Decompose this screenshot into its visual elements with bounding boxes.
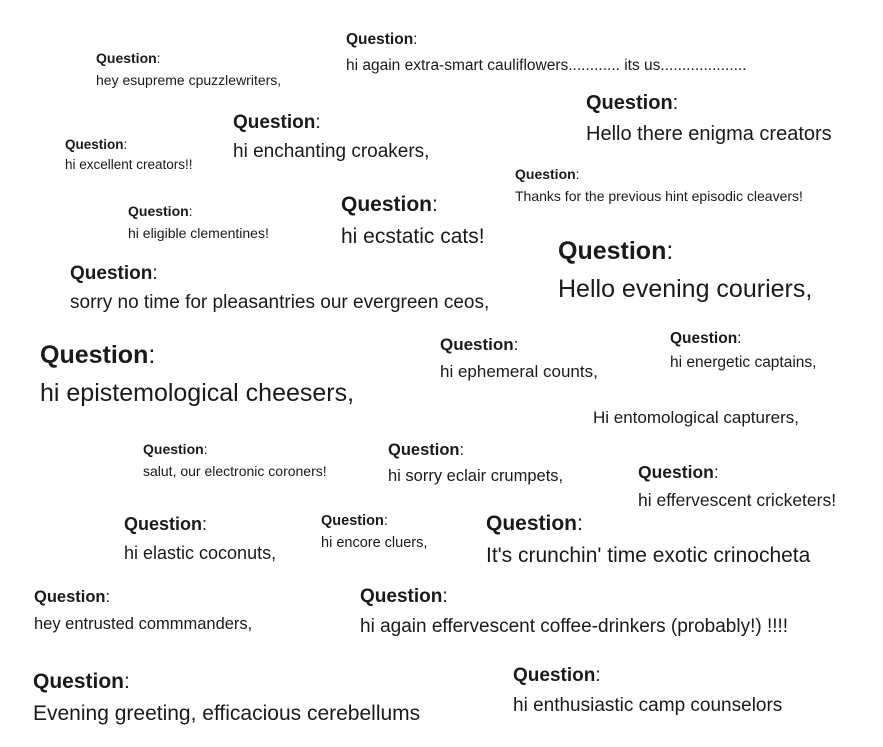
question-heading: Question:	[321, 513, 388, 529]
snippet-s12: Question: hi ephemeral counts,	[440, 335, 630, 382]
question-heading: Question:	[440, 335, 519, 354]
question-text: hi excellent creators!!	[65, 157, 193, 172]
question-text: hi energetic captains,	[670, 354, 817, 371]
question-heading: Question:	[124, 514, 208, 534]
question-heading: Question:	[143, 441, 208, 457]
question-text: Evening greeting, efficacious cerebellum…	[33, 702, 421, 725]
question-text: hi effervescent cricketers!	[638, 490, 837, 510]
question-heading: Question:	[70, 263, 158, 284]
question-text: It's crunchin' time exotic crinocheta	[486, 544, 811, 567]
question-text: sorry no time for pleasantries our everg…	[70, 292, 490, 313]
question-text: hi ecstatic cats!	[341, 225, 485, 248]
question-text: hi epistemological cheesers,	[40, 379, 355, 407]
snippet-s11: Question: hi epistemological cheesers,	[40, 341, 400, 408]
question-heading: Question:	[586, 92, 679, 114]
snippet-s8: Question: hi ecstatic cats!	[341, 193, 511, 249]
question-heading: Question:	[558, 237, 674, 265]
question-heading: Question:	[128, 203, 193, 219]
question-text: salut, our electronic coroners!	[143, 463, 327, 479]
question-heading: Question:	[486, 512, 583, 535]
snippet-s14: Hi entomological capturers,	[593, 408, 843, 432]
snippet-s5: Question: hi excellent creators!!	[65, 137, 225, 172]
snippet-s1: Question: hey esupreme cpuzzlewriters,	[96, 50, 326, 88]
snippet-s2: Question: hi again extra-smart cauliflow…	[346, 31, 826, 75]
question-heading: Question:	[341, 193, 438, 216]
question-heading: Question:	[513, 665, 601, 686]
question-text: hi again effervescent coffee-drinkers (p…	[360, 616, 789, 637]
question-heading: Question:	[515, 166, 580, 182]
question-heading: Question:	[34, 588, 111, 606]
question-text: hi encore cluers,	[321, 535, 428, 551]
snippet-s18: Question: hi elastic coconuts,	[124, 514, 309, 564]
question-text: Hello evening couriers,	[558, 275, 813, 303]
question-heading: Question:	[96, 50, 161, 66]
snippet-s23: Question: Evening greeting, efficacious …	[33, 670, 493, 747]
question-heading: Question:	[388, 441, 465, 459]
snippet-s20: Question: It's crunchin' time exotic cri…	[486, 512, 848, 568]
snippet-s10: Question: sorry no time for pleasantries…	[70, 263, 530, 329]
question-text: hi elastic coconuts,	[124, 543, 277, 563]
snippet-s16: Question: hi sorry eclair crumpets,	[388, 441, 598, 486]
question-heading: Question:	[670, 330, 742, 347]
question-text: hi sorry eclair crumpets,	[388, 467, 564, 485]
question-text: hi eligible clementines!	[128, 225, 269, 241]
question-heading: Question:	[233, 112, 321, 133]
snippet-s7: Question: hi eligible clementines!	[128, 203, 318, 241]
snippet-s17: Question: hi effervescent cricketers!	[638, 462, 873, 511]
question-text: hi ephemeral counts,	[440, 362, 598, 381]
question-text: hi enthusiastic camp counselors	[513, 695, 783, 716]
snippet-s4: Question: hi enchanting croakers,	[233, 112, 463, 163]
question-heading: Question:	[33, 670, 130, 693]
question-text: Hi entomological capturers,	[593, 408, 799, 427]
question-heading: Question:	[346, 31, 418, 48]
question-heading: Question:	[65, 137, 128, 152]
question-text: hey esupreme cpuzzlewriters,	[96, 72, 282, 88]
question-heading: Question:	[638, 462, 719, 482]
snippet-s21: Question: hey entrusted commmanders,	[34, 588, 304, 634]
snippet-s6: Question: Thanks for the previous hint e…	[515, 166, 845, 204]
snippet-s24: Question: hi enthusiastic camp counselor…	[513, 665, 833, 717]
question-heading: Question:	[40, 341, 156, 369]
snippet-s15: Question: salut, our electronic coroners…	[143, 441, 373, 479]
question-text: Thanks for the previous hint episodic cl…	[515, 188, 803, 204]
snippet-s13: Question: hi energetic captains,	[670, 330, 860, 372]
snippet-s19: Question: hi encore cluers,	[321, 513, 461, 551]
question-text: hey entrusted commmanders,	[34, 615, 253, 633]
question-text: hi enchanting croakers,	[233, 141, 430, 162]
snippet-s3: Question: Hello there enigma creators	[586, 92, 866, 146]
question-heading: Question:	[360, 586, 448, 607]
question-text: hi again extra-smart cauliflowers.......…	[346, 57, 747, 74]
snippet-s9: Question: Hello evening couriers,	[558, 237, 858, 329]
question-text: Hello there enigma creators	[586, 123, 832, 145]
snippet-s22: Question: hi again effervescent coffee-d…	[360, 586, 860, 638]
